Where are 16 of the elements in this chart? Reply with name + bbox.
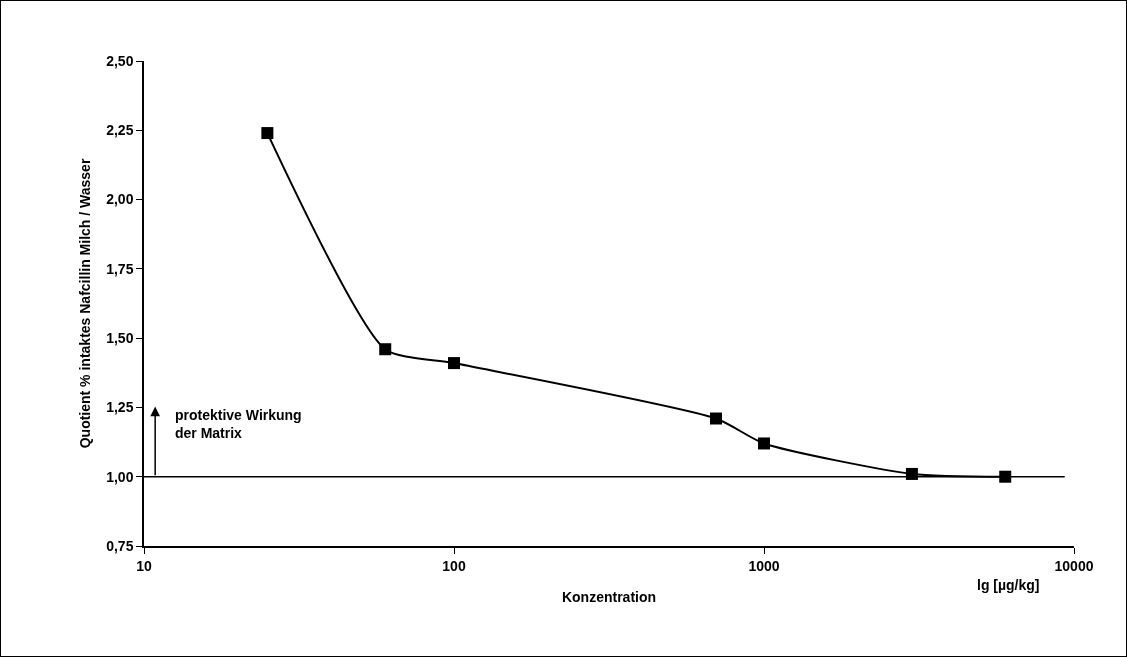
x-tick-label: 10000 [1054,557,1094,574]
annotation: protektive Wirkung der Matrix [175,407,302,442]
y-tick-label: 1,25 [106,399,134,416]
x-tick-label: 10 [136,557,152,574]
y-tick-label: 2,50 [106,52,134,69]
x-tick-label: 1000 [748,557,780,574]
y-tick-label: 1,75 [106,260,134,277]
y-tick-label: 2,00 [106,191,134,208]
y-tick-label: 2,25 [106,122,134,139]
x-tick-label: 100 [442,557,466,574]
y-tick-label: 0,75 [106,537,134,554]
y-tick-label: 1,50 [106,330,134,347]
y-tick-label: 1,00 [106,468,134,485]
y-axis-title: Quotient % intaktes Nafcillin Milch / Wasser [77,158,94,449]
x-axis-title: Konzentration [561,589,657,606]
text: lg [µg/kg] [977,577,1040,593]
